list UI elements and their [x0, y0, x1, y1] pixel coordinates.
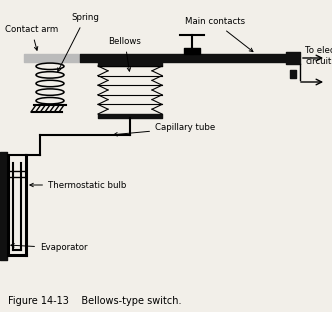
Text: To electrical
circuit: To electrical circuit	[305, 46, 332, 66]
Text: Capillary tube: Capillary tube	[114, 124, 215, 136]
Text: Evaporator: Evaporator	[11, 243, 88, 252]
Text: Main contacts: Main contacts	[185, 17, 253, 51]
Text: Contact arm: Contact arm	[5, 26, 58, 50]
Text: Spring: Spring	[58, 13, 99, 71]
Text: Thermostatic bulb: Thermostatic bulb	[30, 181, 126, 189]
Text: Bellows: Bellows	[109, 37, 141, 71]
Text: Figure 14-13    Bellows-type switch.: Figure 14-13 Bellows-type switch.	[8, 296, 182, 306]
